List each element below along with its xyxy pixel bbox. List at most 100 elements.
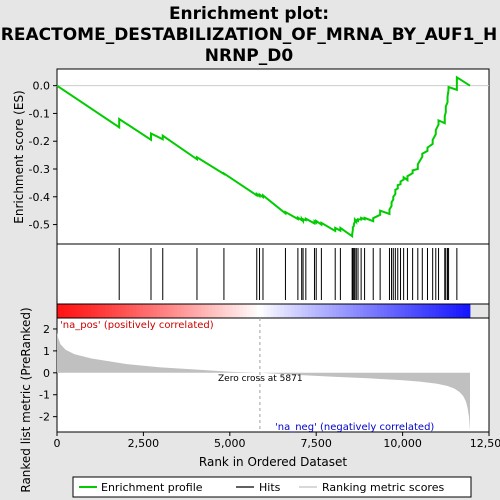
ranking-color-segment bbox=[260, 304, 264, 318]
ranking-color-segment bbox=[304, 304, 309, 318]
ranking-color-segment bbox=[204, 304, 209, 318]
ranking-color-segment bbox=[342, 304, 347, 318]
title-line-3: NRNP_D0 bbox=[205, 46, 294, 66]
ranking-color-segment bbox=[174, 304, 178, 318]
metric-y-tick-label: 1 bbox=[43, 345, 50, 358]
ranking-color-segment bbox=[129, 304, 134, 318]
ranking-color-segment bbox=[218, 304, 223, 318]
x-tick-label: 10,000 bbox=[383, 437, 422, 450]
ranking-color-segment bbox=[125, 304, 130, 318]
ranking-color-segment bbox=[373, 304, 378, 318]
x-tick-label: 2,500 bbox=[128, 437, 160, 450]
ranking-color-segment bbox=[294, 304, 299, 318]
x-tick-label: 0 bbox=[54, 437, 61, 450]
ranking-color-segment bbox=[222, 304, 227, 318]
ranking-color-segment bbox=[408, 304, 412, 318]
ranking-color-segment bbox=[291, 304, 295, 318]
x-tick-label: 12,500 bbox=[470, 437, 500, 450]
ranking-color-segment bbox=[160, 304, 165, 318]
es-y-tick-label: -0.2 bbox=[29, 135, 50, 148]
ranking-color-segment bbox=[466, 304, 471, 318]
zero-cross-label: Zero cross at 5871 bbox=[218, 374, 303, 384]
ranking-color-segment bbox=[149, 304, 154, 318]
ranking-color-segment bbox=[132, 304, 137, 318]
ranking-color-segment bbox=[57, 304, 61, 318]
ranking-color-segment bbox=[346, 304, 350, 318]
ranking-color-segment bbox=[432, 304, 436, 318]
ranking-color-segment bbox=[459, 304, 464, 318]
ranking-color-segment bbox=[74, 304, 79, 318]
ranking-color-segment bbox=[170, 304, 175, 318]
ranking-color-segment bbox=[370, 304, 375, 318]
ranking-color-segment bbox=[322, 304, 326, 318]
es-panel bbox=[56, 68, 490, 245]
es-y-tick-label: -0.3 bbox=[29, 163, 50, 176]
ranking-color-segment bbox=[167, 304, 171, 318]
x-tick-label: 5,000 bbox=[214, 437, 246, 450]
ranking-color-segment bbox=[256, 304, 261, 318]
ranking-color-segment bbox=[94, 304, 99, 318]
ranking-color-segment bbox=[380, 304, 385, 318]
es-y-axis-label: Enrichment score (ES) bbox=[12, 90, 26, 223]
metric-y-tick-label: 0 bbox=[43, 367, 50, 380]
ranking-color-segment bbox=[180, 304, 185, 318]
ranking-color-segment bbox=[229, 304, 233, 318]
ranking-color-segment bbox=[208, 304, 213, 318]
ranking-color-segment bbox=[211, 304, 216, 318]
ranking-color-segment bbox=[277, 304, 282, 318]
es-y-tick-label: -0.4 bbox=[29, 191, 50, 204]
ranking-color-segment bbox=[311, 304, 316, 318]
hits-panel bbox=[56, 243, 490, 305]
ranking-color-segment bbox=[315, 304, 319, 318]
metric-y-tick-label: 2 bbox=[43, 323, 50, 336]
ranking-color-segment bbox=[383, 304, 388, 318]
ranking-color-segment bbox=[287, 304, 292, 318]
ranking-color-segment bbox=[339, 304, 344, 318]
es-y-tick-label: 0.0 bbox=[33, 80, 51, 93]
ranking-color-segment bbox=[356, 304, 361, 318]
legend-hits-label: Hits bbox=[259, 481, 281, 494]
ranking-color-segment bbox=[143, 304, 147, 318]
pos-label: 'na_pos' (positively correlated) bbox=[60, 320, 214, 331]
ranking-color-segment bbox=[253, 304, 258, 318]
ranking-color-segment bbox=[194, 304, 199, 318]
title-line-2: REACTOME_DESTABILIZATION_OF_MRNA_BY_AUF1… bbox=[1, 25, 497, 45]
metric-y-axis-label: Ranked list metric (PreRanked) bbox=[19, 307, 33, 492]
ranking-color-segment bbox=[81, 304, 85, 318]
ranking-color-segment bbox=[359, 304, 364, 318]
ranking-color-segment bbox=[98, 304, 103, 318]
ranking-color-segment bbox=[387, 304, 392, 318]
ranking-color-segment bbox=[163, 304, 168, 318]
ranking-color-segment bbox=[201, 304, 206, 318]
ranking-color-bar bbox=[57, 304, 471, 318]
legend bbox=[72, 476, 472, 498]
ranking-color-segment bbox=[184, 304, 189, 318]
ranking-color-segment bbox=[284, 304, 288, 318]
ranking-color-segment bbox=[215, 304, 220, 318]
metric-y-ticks: 2 1 0 -1 -2 bbox=[39, 323, 57, 424]
ranking-color-segment bbox=[77, 304, 82, 318]
ranking-color-segment bbox=[105, 304, 110, 318]
ranking-color-segment bbox=[187, 304, 192, 318]
enrichment-profile-line bbox=[56, 75, 471, 239]
ranking-color-segment bbox=[177, 304, 182, 318]
ranking-color-segment bbox=[421, 304, 426, 318]
ranking-color-segment bbox=[325, 304, 330, 318]
ranking-color-segment bbox=[63, 304, 68, 318]
ranking-color-segment bbox=[332, 304, 337, 318]
ranking-color-segment bbox=[463, 304, 467, 318]
ranking-color-segment bbox=[67, 304, 72, 318]
ranking-color-segment bbox=[136, 304, 140, 318]
ranking-color-segment bbox=[318, 304, 323, 318]
ranking-color-segment bbox=[366, 304, 371, 318]
legend-profile-label: Enrichment profile bbox=[101, 481, 203, 494]
metric-y-tick-label: -2 bbox=[39, 411, 50, 424]
ranking-color-segment bbox=[401, 304, 406, 318]
ranking-color-segment bbox=[108, 304, 113, 318]
ranking-color-segment bbox=[225, 304, 230, 318]
ranking-color-segment bbox=[397, 304, 402, 318]
ranking-color-segment bbox=[87, 304, 92, 318]
ranking-color-segment bbox=[84, 304, 89, 318]
x-axis-label: Rank in Ordered Dataset bbox=[199, 455, 347, 469]
ranking-color-segment bbox=[235, 304, 240, 318]
